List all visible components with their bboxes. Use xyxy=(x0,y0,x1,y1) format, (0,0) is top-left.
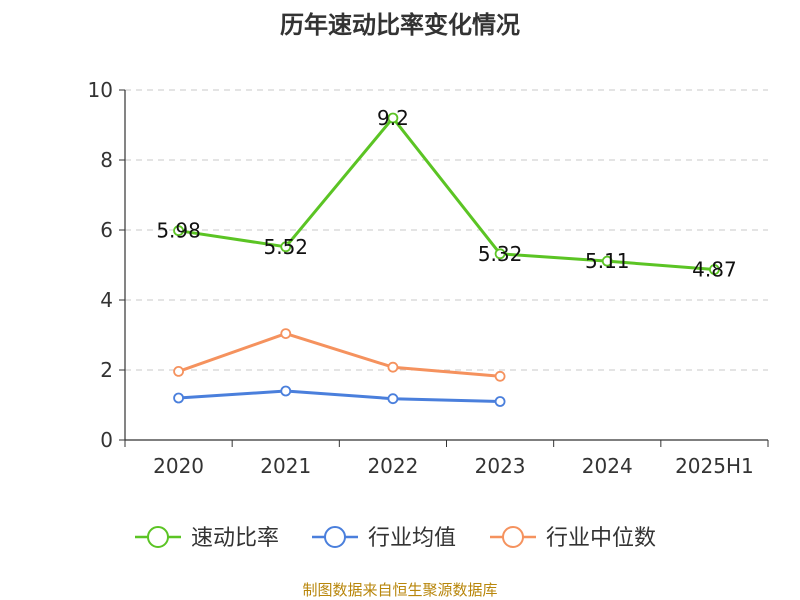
x-tick-label: 2023 xyxy=(475,454,526,478)
chart-title: 历年速动比率变化情况 xyxy=(280,11,520,39)
grid-lines xyxy=(125,89,768,371)
y-tick-label: 6 xyxy=(100,218,113,242)
y-tick-label: 4 xyxy=(100,288,113,312)
y-tick-label: 8 xyxy=(100,148,113,172)
x-tick-label: 2022 xyxy=(367,454,418,478)
series-line xyxy=(178,332,501,378)
data-point xyxy=(601,255,613,267)
data-point xyxy=(173,225,184,237)
series-line xyxy=(178,389,501,403)
data-point xyxy=(280,241,292,253)
legend: 速动比率 行业均值 行业中位数 xyxy=(135,526,656,551)
legend-marker xyxy=(502,526,524,548)
data-label: 5.32 xyxy=(478,242,523,266)
legend-item[interactable]: 行业中位数 xyxy=(490,526,656,551)
x-tick-label: 2025H1 xyxy=(675,454,754,478)
series-line xyxy=(178,116,715,272)
legend-marker xyxy=(147,526,169,548)
data-point xyxy=(280,328,292,340)
data-label: 5.98 xyxy=(156,219,201,243)
data-point xyxy=(494,370,506,382)
legend-label: 行业均值 xyxy=(368,526,456,551)
data-point xyxy=(387,393,399,405)
data-point xyxy=(173,392,184,404)
data-label: 4.87 xyxy=(692,258,737,282)
series-2 xyxy=(173,385,506,407)
data-point xyxy=(280,385,292,397)
series-1: 5.98 5.52 9.2 5.32 5.11 4.87 xyxy=(156,106,736,282)
legend-label: 速动比率 xyxy=(191,526,279,551)
source-note: 制图数据来自恒生聚源数据库 xyxy=(302,581,497,599)
legend-marker xyxy=(324,526,346,548)
data-point xyxy=(387,361,399,373)
data-point xyxy=(494,396,506,407)
y-tick-label: 2 xyxy=(100,358,113,382)
data-point xyxy=(173,365,184,377)
series-group: 5.98 5.52 9.2 5.32 5.11 4.87 xyxy=(156,106,737,407)
data-point xyxy=(494,248,506,260)
data-point xyxy=(709,264,720,275)
legend-item[interactable]: 速动比率 xyxy=(135,526,279,551)
axes: 0 2 4 6 8 10 2020 2021 2022 2023 2024 2025H1 xyxy=(88,78,769,478)
legend-item[interactable]: 行业均值 xyxy=(312,526,456,551)
data-label: 5.11 xyxy=(585,249,630,273)
data-label: 5.52 xyxy=(263,235,308,259)
y-tick-label: 10 xyxy=(88,78,113,102)
series-3 xyxy=(173,328,506,382)
data-point xyxy=(387,112,399,124)
y-tick-label: 0 xyxy=(100,428,113,452)
legend-label: 行业中位数 xyxy=(546,526,656,551)
data-label: 9.2 xyxy=(377,106,409,130)
x-tick-label: 2020 xyxy=(153,454,204,478)
x-tick-label: 2024 xyxy=(582,454,633,478)
x-tick-label: 2021 xyxy=(260,454,311,478)
